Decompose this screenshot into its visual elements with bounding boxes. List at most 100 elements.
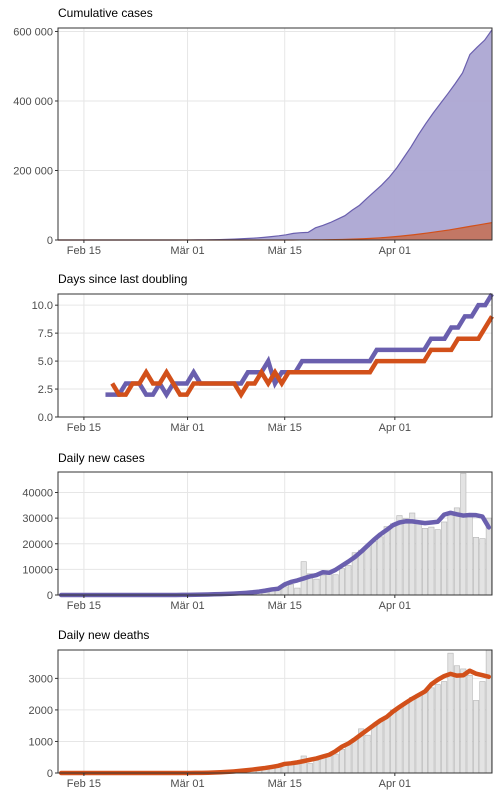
bar [447,513,454,596]
bar [319,574,326,596]
y-tick-label: 2.5 [38,384,53,396]
y-tick-label: 10000 [22,564,53,576]
panel-title: Daily new deaths [58,628,149,642]
panel-border [57,293,493,418]
bar [358,549,365,596]
bar [434,684,441,774]
x-tick-label: Apr 01 [379,245,411,257]
x-tick-label: Mär 01 [170,422,204,434]
deaths-doubling-line [110,315,494,399]
panel-title: Days since last doubling [58,272,187,286]
panel-border [57,649,493,774]
bar [345,742,352,774]
plot-area: 0 10000 20000 30000 40000 Feb 15 Mär 01 Mär 15 A… [22,471,493,612]
x-tick-label: Apr 01 [379,600,411,612]
bar [370,725,377,774]
panel-border [57,471,493,596]
panel-border [57,27,493,241]
y-tick-label: 0.0 [38,412,53,424]
bar [466,515,473,596]
bar [466,674,473,774]
bar [313,578,320,596]
y-tick-label: 20000 [22,539,53,551]
panel-title: Daily new cases [58,451,145,465]
y-tick-label: 2000 [29,705,53,717]
plot-area: 0.0 2.5 5.0 7.5 10.0 Feb 15 Mär 01 Mär 15 Apr 01 [32,292,494,434]
bar [287,584,294,596]
bar [390,523,397,596]
y-tick-label: 40000 [22,488,53,500]
bar [339,749,346,774]
y-tick-label: 1000 [29,736,53,748]
x-tick-label: Apr 01 [379,422,411,434]
bar [313,760,320,774]
bar [485,649,492,774]
bar [453,665,460,774]
y-tick-label: 0 [47,768,53,780]
bar [326,572,333,596]
bar [402,518,409,596]
x-tick-label: Mär 15 [268,245,302,257]
bar [396,515,403,596]
bar [383,715,390,774]
bar [479,681,486,774]
bar [370,541,377,596]
y-tick-label: 10.0 [32,300,53,312]
bar [415,693,422,774]
cases-area [58,29,492,241]
x-tick-label: Feb 15 [67,778,101,790]
bar [345,565,352,596]
x-tick-label: Mär 01 [170,600,204,612]
bar [326,755,333,774]
x-tick-label: Apr 01 [379,778,411,790]
bar [307,763,314,774]
bar [460,668,467,774]
x-tick-label: Feb 15 [67,245,101,257]
y-tick-label: 30000 [22,513,53,525]
y-tick-label: 0 [47,235,53,247]
panel-cumulative-cases: Cumulative cases 0 200 000 400 000 600 000 F… [13,6,493,257]
deaths-area [58,222,492,240]
bar [421,690,428,774]
bar [351,738,358,774]
bar [409,512,416,596]
x-tick-label: Mär 15 [268,600,302,612]
x-tick-label: Mär 01 [170,245,204,257]
bar [415,522,422,596]
bar [319,756,326,774]
bar [402,703,409,774]
bar [364,734,371,774]
y-tick-label: 200 000 [13,165,53,177]
y-tick-label: 5.0 [38,356,53,368]
bar [332,574,339,596]
bar [339,568,346,596]
bar [441,681,448,774]
bar [428,526,435,596]
bar [428,687,435,774]
bar [460,472,467,596]
plot-area: 0 200 000 400 000 600 000 Feb 15 Mär 01 Mär 15… [13,26,493,257]
y-tick-label: 3000 [29,673,53,685]
x-tick-label: Mär 01 [170,778,204,790]
bar [473,537,480,596]
bar [434,529,441,596]
bar [447,652,454,774]
y-tick-label: 0 [47,590,53,602]
bar [421,528,428,596]
bar [377,720,384,774]
panel-title: Cumulative cases [58,6,153,20]
bar [473,700,480,774]
bar [294,587,301,596]
bar [409,697,416,774]
panel-daily-new-cases: Daily new cases 0 10000 20000 30000 40000 Feb… [22,451,493,612]
bar [479,538,486,596]
y-tick-label: 7.5 [38,328,53,340]
panel-daily-new-deaths: Daily new deaths 0 1000 2000 3000 Feb 15 Mär … [29,628,493,790]
bar [390,709,397,774]
bar [364,546,371,596]
x-tick-label: Feb 15 [67,600,101,612]
bar [377,536,384,596]
y-tick-label: 600 000 [13,26,53,38]
bar [383,526,390,596]
